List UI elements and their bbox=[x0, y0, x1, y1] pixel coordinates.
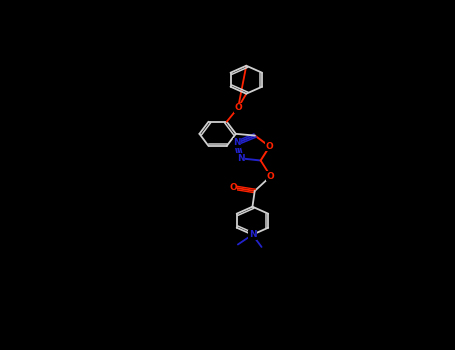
Text: O: O bbox=[234, 103, 242, 112]
Text: O: O bbox=[266, 142, 273, 151]
Text: N: N bbox=[233, 138, 241, 147]
Text: O: O bbox=[229, 183, 237, 192]
Text: N: N bbox=[248, 230, 256, 239]
Text: O: O bbox=[267, 172, 274, 181]
Text: N: N bbox=[237, 154, 244, 163]
